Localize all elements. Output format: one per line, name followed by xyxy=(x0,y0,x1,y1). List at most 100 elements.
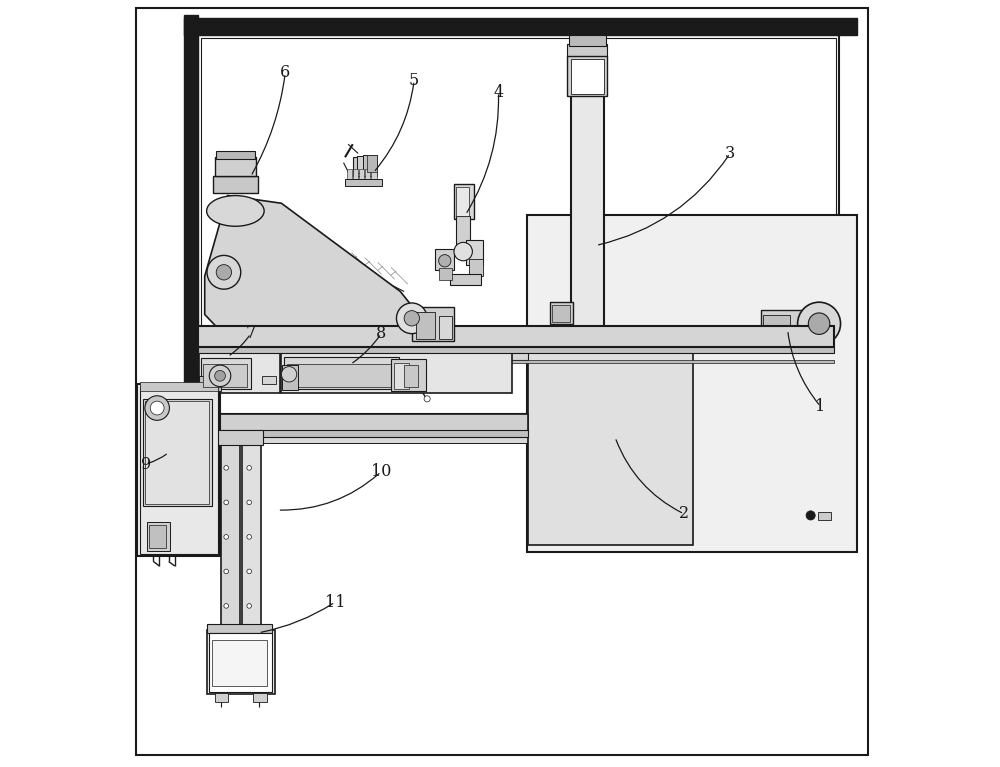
Bar xyxy=(763,315,790,337)
Circle shape xyxy=(808,313,830,334)
Bar xyxy=(207,624,272,633)
Circle shape xyxy=(207,255,241,289)
Bar xyxy=(209,633,272,692)
Bar xyxy=(199,376,221,391)
Bar xyxy=(242,433,261,629)
Circle shape xyxy=(404,311,419,326)
Bar xyxy=(371,169,377,183)
Circle shape xyxy=(224,535,228,539)
Text: 9: 9 xyxy=(141,456,151,472)
Bar xyxy=(207,630,275,694)
Text: 6: 6 xyxy=(280,64,290,81)
Bar xyxy=(216,151,255,159)
Circle shape xyxy=(209,365,231,387)
Bar xyxy=(357,156,374,173)
Bar xyxy=(253,693,267,702)
Bar xyxy=(439,316,452,339)
Bar xyxy=(567,56,607,96)
Bar xyxy=(137,384,220,556)
Bar xyxy=(450,274,481,285)
Bar xyxy=(287,364,394,387)
Bar xyxy=(284,357,399,389)
Circle shape xyxy=(798,302,841,345)
Bar xyxy=(213,176,258,193)
Text: 11: 11 xyxy=(325,594,345,611)
Bar xyxy=(353,157,367,176)
Circle shape xyxy=(224,604,228,608)
Bar xyxy=(818,512,831,520)
Bar xyxy=(527,215,857,552)
Bar xyxy=(404,365,418,387)
Bar xyxy=(198,360,834,363)
Bar xyxy=(281,353,512,393)
Bar xyxy=(394,363,409,389)
Text: 5: 5 xyxy=(409,72,419,89)
Text: 10: 10 xyxy=(371,463,391,480)
Circle shape xyxy=(454,242,472,261)
Circle shape xyxy=(247,466,251,470)
Circle shape xyxy=(224,500,228,505)
Bar xyxy=(347,169,352,183)
Circle shape xyxy=(439,255,451,267)
Bar xyxy=(198,347,834,353)
Circle shape xyxy=(247,535,251,539)
Bar xyxy=(416,312,435,339)
Bar xyxy=(184,18,857,35)
Bar xyxy=(365,169,370,183)
Bar xyxy=(215,157,256,176)
Bar xyxy=(140,386,218,554)
Text: 3: 3 xyxy=(725,145,735,162)
Bar xyxy=(456,216,470,245)
Bar xyxy=(201,358,251,389)
Bar xyxy=(184,15,198,418)
Bar xyxy=(215,693,228,702)
Circle shape xyxy=(215,370,225,381)
Bar xyxy=(469,259,483,276)
Bar xyxy=(149,525,166,548)
Bar xyxy=(203,364,247,387)
Circle shape xyxy=(150,401,164,415)
Bar xyxy=(439,268,452,280)
Bar xyxy=(435,249,454,270)
Bar xyxy=(198,35,839,416)
Circle shape xyxy=(224,569,228,574)
Bar xyxy=(363,155,377,176)
Text: 1: 1 xyxy=(815,398,826,415)
Bar xyxy=(412,307,454,341)
Bar xyxy=(466,240,483,265)
Polygon shape xyxy=(205,196,416,347)
Bar xyxy=(143,399,212,506)
Bar xyxy=(454,184,474,219)
Circle shape xyxy=(247,569,251,574)
Bar xyxy=(550,302,573,324)
Text: 4: 4 xyxy=(493,84,504,100)
Bar xyxy=(391,359,426,391)
Bar xyxy=(198,351,528,360)
Bar xyxy=(761,310,803,339)
Circle shape xyxy=(216,265,232,280)
Circle shape xyxy=(396,303,427,334)
Ellipse shape xyxy=(207,196,264,226)
Bar xyxy=(147,522,170,551)
Text: 2: 2 xyxy=(679,505,689,522)
Circle shape xyxy=(424,396,430,402)
Bar xyxy=(199,353,280,393)
Bar xyxy=(221,433,240,629)
Bar xyxy=(569,35,606,46)
Circle shape xyxy=(247,500,251,505)
Bar xyxy=(198,436,528,443)
Bar xyxy=(359,169,364,183)
Bar xyxy=(528,341,693,545)
Bar xyxy=(282,365,298,390)
Bar xyxy=(567,44,607,58)
Text: 7: 7 xyxy=(246,325,256,342)
Bar xyxy=(145,401,209,504)
Bar xyxy=(345,179,382,186)
Bar xyxy=(198,414,528,431)
Circle shape xyxy=(224,466,228,470)
Circle shape xyxy=(145,396,169,420)
Bar xyxy=(198,326,834,347)
Circle shape xyxy=(281,367,297,382)
Bar xyxy=(571,46,604,341)
Bar xyxy=(198,430,263,445)
